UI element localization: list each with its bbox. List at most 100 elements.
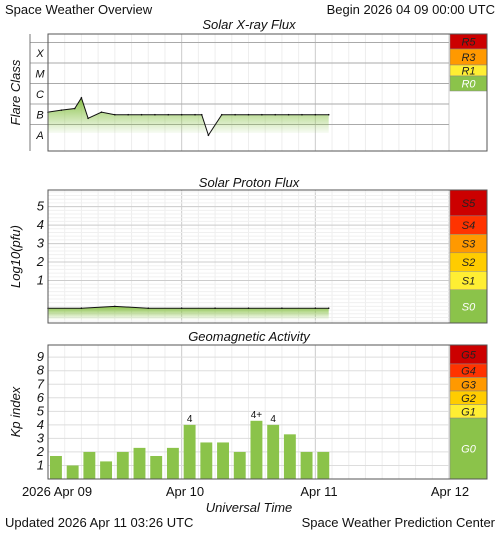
scale-level-g0 bbox=[449, 417, 488, 480]
xray-point-20 bbox=[287, 113, 290, 116]
xray-point-3 bbox=[80, 97, 83, 99]
proton-tick-2: 2 bbox=[36, 254, 45, 269]
kp-value-label-12: 4+ bbox=[251, 410, 263, 421]
kp-value-label-13: 4 bbox=[270, 414, 276, 425]
xray-point-4 bbox=[87, 117, 89, 120]
kp-tick-4: 4 bbox=[37, 417, 44, 432]
xray-ylabel: Flare Class bbox=[8, 59, 23, 125]
kp-value-label-8: 4 bbox=[187, 414, 193, 425]
kp-bar-5 bbox=[133, 447, 146, 479]
kp-bar-12 bbox=[250, 420, 263, 479]
scale-label-s0: S0 bbox=[462, 301, 476, 313]
xray-point-22 bbox=[314, 113, 317, 116]
scale-label-r0: R0 bbox=[461, 79, 476, 91]
kp-bar-10 bbox=[217, 442, 229, 479]
xray-point-6 bbox=[114, 113, 116, 116]
time-axis-title: Universal Time bbox=[206, 500, 293, 515]
kp-ylabel: Kp index bbox=[8, 386, 23, 437]
scale-label-s2: S2 bbox=[462, 257, 475, 269]
proton-tick-4: 4 bbox=[37, 217, 44, 232]
proton-point-9 bbox=[327, 307, 330, 310]
proton-point-2 bbox=[114, 305, 116, 308]
xray-point-8 bbox=[140, 113, 143, 116]
footer-source: Space Weather Prediction Center bbox=[301, 515, 495, 530]
proton-ylabel: Log10(pfu) bbox=[8, 225, 23, 288]
kp-bar-1 bbox=[66, 465, 79, 479]
time-tick-label-3: Apr 12 bbox=[431, 484, 469, 499]
kp-tick-5: 5 bbox=[37, 403, 45, 418]
proton-point-1 bbox=[80, 307, 83, 310]
scale-label-s3: S3 bbox=[462, 239, 476, 251]
kp-bar-4 bbox=[116, 451, 129, 479]
kp-bar-2 bbox=[83, 451, 96, 479]
proton-tick-5: 5 bbox=[37, 199, 45, 214]
kp-tick-6: 6 bbox=[37, 390, 45, 405]
xray-point-13 bbox=[200, 113, 203, 116]
xray-point-10 bbox=[167, 113, 170, 116]
xray-line bbox=[47, 96, 329, 137]
xray-point-15 bbox=[220, 113, 223, 116]
begin-value: 2026 04 09 00:00 UTC bbox=[363, 2, 495, 17]
proton-point-3 bbox=[147, 307, 150, 310]
kp-bar-14 bbox=[283, 434, 296, 479]
scale-label-g5: G5 bbox=[461, 349, 477, 361]
time-tick-label-2: Apr 11 bbox=[300, 484, 337, 499]
kp-bar-3 bbox=[100, 461, 113, 479]
xray-point-2 bbox=[73, 107, 76, 110]
kp-bar-15 bbox=[300, 451, 313, 479]
proton-line bbox=[48, 305, 329, 309]
xray-point-14 bbox=[207, 134, 210, 137]
xray-title: Solar X-ray Flux bbox=[202, 17, 296, 32]
xray-point-12 bbox=[194, 113, 196, 116]
xray-point-17 bbox=[247, 113, 250, 116]
xray-point-23 bbox=[327, 113, 330, 116]
scale-label-g1: G1 bbox=[461, 406, 476, 418]
kp-bar-7 bbox=[166, 447, 179, 479]
header-begin: Begin 2026 04 09 00:00 UTC bbox=[327, 2, 495, 17]
panel-border-1 bbox=[47, 33, 488, 152]
class-label-c: C bbox=[36, 89, 44, 101]
xray-point-5 bbox=[100, 111, 103, 113]
proton-area bbox=[48, 306, 329, 320]
xray-area bbox=[48, 97, 329, 136]
scale-label-g4: G4 bbox=[461, 366, 476, 378]
kp-tick-8: 8 bbox=[37, 363, 45, 378]
updated-value: 2026 Apr 11 03:26 UTC bbox=[57, 515, 194, 530]
kp-tick-1: 1 bbox=[37, 457, 44, 472]
xray-point-19 bbox=[274, 113, 277, 116]
xray-point-21 bbox=[301, 113, 303, 116]
kp-bar-13 bbox=[267, 424, 280, 479]
xray-point-16 bbox=[234, 113, 236, 116]
time-tick-label-0: 2026 Apr 09 bbox=[22, 484, 92, 499]
begin-label: Begin bbox=[326, 2, 360, 17]
scale-label-g2: G2 bbox=[461, 393, 476, 405]
proton-point-7 bbox=[281, 307, 283, 310]
kp-tick-9: 9 bbox=[37, 349, 44, 364]
footer-updated: Updated 2026 Apr 11 03:26 UTC bbox=[5, 515, 193, 530]
xray-point-9 bbox=[154, 113, 156, 116]
proton-point-6 bbox=[247, 307, 250, 310]
class-label-a: A bbox=[35, 130, 43, 142]
kp-tick-3: 3 bbox=[37, 430, 45, 445]
xray-point-7 bbox=[127, 113, 129, 116]
updated-label: Updated bbox=[5, 515, 55, 530]
class-label-b: B bbox=[36, 109, 43, 121]
kp-bar-9 bbox=[200, 442, 213, 479]
panel-border-2 bbox=[47, 189, 488, 324]
proton-tick-1: 1 bbox=[37, 273, 44, 288]
proton-point-4 bbox=[180, 307, 183, 310]
header-title: Space Weather Overview bbox=[5, 2, 153, 17]
scale-label-r1: R1 bbox=[461, 66, 475, 78]
scale-label-s5: S5 bbox=[462, 198, 476, 210]
kp-tick-7: 7 bbox=[37, 376, 45, 391]
kp-bar-11 bbox=[233, 451, 246, 479]
kp-bar-16 bbox=[317, 451, 330, 479]
kp-tick-2: 2 bbox=[36, 444, 45, 459]
proton-point-5 bbox=[214, 307, 216, 310]
scale-label-g3: G3 bbox=[461, 379, 477, 391]
kp-title: Geomagnetic Activity bbox=[188, 329, 311, 344]
xray-point-18 bbox=[261, 113, 263, 116]
scale-label-r5: R5 bbox=[461, 37, 476, 49]
xray-point-1 bbox=[60, 109, 63, 111]
proton-tick-3: 3 bbox=[37, 236, 45, 251]
